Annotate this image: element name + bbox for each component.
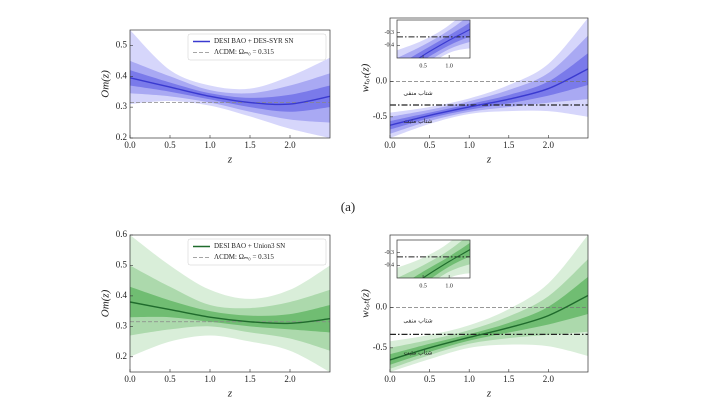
y-tick-label: -0.3 [385,30,395,36]
y-tick-label: 0.5 [116,39,128,49]
x-tick-label: 0.5 [424,140,436,150]
x-tick-label: 0.0 [384,374,396,384]
legend-label: DESI BAO + Union3 SN [214,242,285,250]
mean-line [422,248,470,278]
confidence-band [390,276,588,365]
x-tick-label: 1.0 [204,140,216,150]
legend-label: ΛCDM: Ωₘ₀ = 0.315 [214,253,274,261]
x-tick-label: 2.0 [543,374,555,384]
mean-line [130,301,330,325]
x-tick-label: 0.5 [164,374,176,384]
y-tick-label: 0.2 [116,132,127,142]
x-tick-label: 0.5 [424,374,436,384]
x-tick-label: 2.0 [284,374,296,384]
x-tick-label: 0.0 [124,140,136,150]
x-tick-label: 1.0 [445,283,453,289]
y-tick-label: 0.3 [116,320,128,330]
y-tick-label: 0.2 [116,351,127,361]
annotation: شتاب منفی [403,317,432,324]
y-axis-label: wₜₒₜ(z) [360,289,372,318]
y-tick-label: 0.4 [116,290,128,300]
y-tick-label: 0.5 [116,260,128,270]
y-tick-label: -0.5 [373,342,388,352]
x-tick-label: 0.0 [124,374,136,384]
confidence-band [390,53,588,130]
y-tick-label: 0.0 [376,302,388,312]
x-tick-label: 0.0 [384,140,396,150]
panel-label: (a) [341,199,355,214]
x-tick-label: 1.0 [464,374,476,384]
x-axis-label: z [227,388,233,400]
legend-box [187,238,327,266]
y-axis-label: Om(z) [100,289,112,317]
x-tick-label: 0.5 [419,63,427,69]
axes-frame [129,29,331,139]
x-tick-label: 0.5 [164,140,176,150]
confidence-band [397,20,470,58]
legend-box [187,33,327,61]
y-tick-label: 0.0 [376,76,388,86]
x-tick-label: 2.0 [543,140,555,150]
mean-line [390,68,588,126]
confidence-band [130,235,330,372]
confidence-band [130,265,330,351]
axes-frame [129,234,331,373]
mean-line [418,28,470,58]
annotation: شتاب منفی [403,90,432,97]
axes-frame [396,19,471,59]
y-tick-label: 0.3 [116,101,128,111]
legend-label: DESI BAO + DES-SYR SN [214,37,293,45]
x-tick-label: 0.5 [419,283,427,289]
y-tick-label: 0.4 [116,70,128,80]
x-tick-label: 1.5 [503,374,515,384]
x-tick-label: 1.0 [204,374,216,384]
y-axis-label: wₜₒₜ(z) [360,63,372,92]
y-tick-label: -0.3 [385,250,395,256]
mean-line [390,294,588,361]
y-axis-label: Om(z) [100,70,112,98]
plot-area [130,235,330,372]
plot-area [397,240,470,278]
confidence-band [410,22,470,58]
x-tick-label: 1.0 [464,140,476,150]
x-tick-label: 1.5 [244,140,256,150]
y-tick-label: -0.5 [373,111,388,121]
confidence-band [397,240,470,278]
legend-label: ΛCDM: Ωₘ₀ = 0.315 [214,48,274,56]
confidence-band [412,242,470,278]
confidence-band [130,70,330,112]
y-tick-label: 0.6 [116,229,128,239]
x-axis-label: z [486,154,492,166]
x-tick-label: 1.5 [244,374,256,384]
confidence-band [130,286,330,333]
confidence-band [390,35,588,134]
plot-area [397,20,470,58]
axes-frame [396,239,471,279]
y-tick-label: -0.4 [385,43,395,49]
annotation: شتاب مثبت [404,350,433,357]
x-tick-label: 1.0 [445,63,453,69]
x-axis-label: z [486,388,492,400]
x-tick-label: 2.0 [284,140,296,150]
x-tick-label: 1.5 [503,140,515,150]
annotation: شتاب مثبت [404,118,433,125]
mean-line [130,77,330,106]
x-axis-label: z [227,154,233,166]
y-tick-label: -0.4 [385,263,395,269]
axes-frame [389,17,589,139]
axes-frame [389,234,589,373]
